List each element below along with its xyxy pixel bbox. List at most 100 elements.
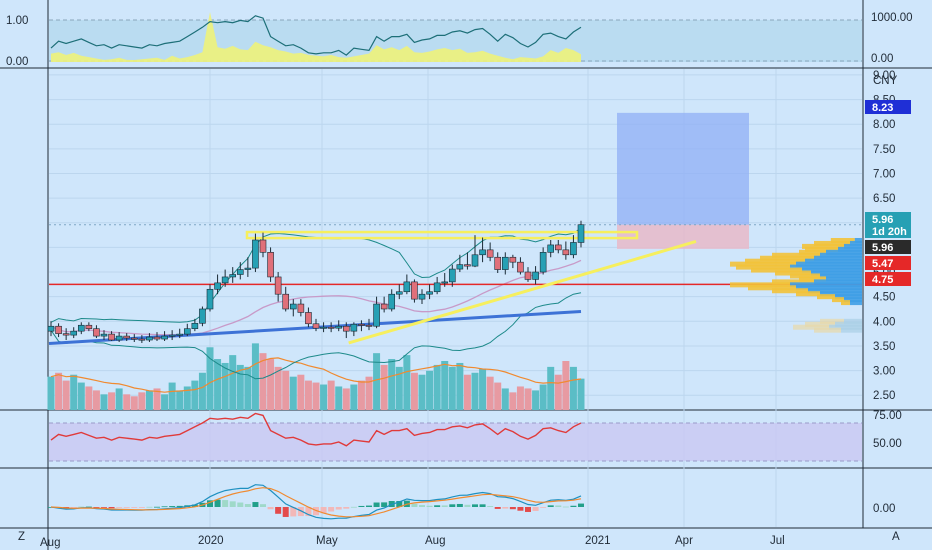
candle-body [532,271,539,280]
candle-body [350,323,358,332]
profile-bar-up [751,267,802,273]
top-right-tick-1000: 1000.00 [871,12,913,24]
volume-bar [441,361,449,410]
volume-bar [569,366,577,410]
candle-body [267,252,274,278]
macd-histogram-bar [441,505,448,507]
volume-bar [289,376,297,410]
candle-body [47,325,55,332]
macd-histogram-bar [472,504,478,507]
corner-label-left[interactable]: Z [18,531,25,543]
volume-bar [479,368,487,410]
profile-bar-up [772,252,820,258]
volume-bar [108,392,116,410]
volume-bar [448,366,456,410]
profile-bar-down [826,249,862,255]
volume-bar [236,364,244,410]
macd-histogram-bar [70,507,77,508]
candle-body [244,267,252,270]
candle-body [130,337,138,340]
volume-bar [327,380,335,410]
candle-body [282,293,290,310]
volume-bar [85,386,93,410]
candle-body [388,293,396,310]
macd-histogram-bar [578,503,584,507]
candle-body [289,303,297,310]
rsi-tick-50: 50.00 [873,438,902,450]
profile-bar-down [835,294,862,300]
rsi-tick-75: 75.00 [873,410,902,422]
price-tag-label: 5.47 [872,258,893,270]
volume-bar [532,390,540,410]
time-label-2020: 2020 [198,535,224,547]
price-tag-label: 5.96 [872,214,893,226]
price-tick-label: 9.00 [873,70,895,82]
candle-body [395,291,403,295]
volume-bar [47,376,55,410]
macd-histogram-bar [244,504,251,507]
macd-histogram-bar [562,506,569,508]
profile-bar-up [748,285,796,291]
volume-bar [214,359,222,410]
top-right-tick-0: 0.00 [871,53,893,65]
profile-bar-up [820,318,844,324]
volume-bar [524,388,532,410]
macd-histogram-bar [358,505,365,507]
volume-bar [433,364,441,410]
profile-bar-up [830,237,855,243]
volume-bar [244,366,252,410]
price-tag-box [865,256,911,270]
macd-histogram-bar [108,507,115,509]
volume-bar [100,394,108,410]
volume-bar [282,370,290,410]
candle-body [77,324,85,332]
profile-bar-up [832,297,844,303]
profile-bar-up [730,282,790,288]
volume-bar [138,392,146,410]
macd-histogram-bar [570,505,577,507]
candle-body [562,249,570,256]
profile-bar-up [805,246,838,252]
volume-bar [297,374,305,410]
volume-bar [562,361,570,410]
profile-bar-down [844,297,862,303]
volume-bar [577,378,585,410]
macd-histogram-bar [449,504,456,507]
macd-histogram-bar [434,505,441,507]
macd-histogram-bar [381,502,388,507]
volume-bar [388,359,396,410]
profile-bar-down [814,279,862,285]
macd-histogram-bar [229,501,236,507]
macd-histogram-bar [426,505,433,507]
volume-bar [70,374,78,410]
moving-average-line [50,259,582,336]
volume-bar [380,364,388,410]
corner-label-right[interactable]: A [892,531,900,543]
candle-body [199,308,206,324]
profile-bar-up [745,258,805,264]
profile-bar-up [817,294,835,300]
macd-histogram-bar [487,506,494,507]
macd-histogram-bar [494,507,501,509]
profile-bar-up [814,327,841,333]
candle-body [259,239,267,253]
candle-body [108,333,115,341]
candle-body [214,282,221,290]
candle-body [373,303,380,327]
macd-histogram-bar [290,507,297,517]
top-oscillator-line [50,15,582,56]
macd-histogram-bar [116,507,123,508]
volume-bar [373,353,381,410]
price-tag-label: 4.75 [872,274,893,286]
profile-bar-up [790,273,820,279]
candle-body [252,239,259,269]
macd-histogram-bar [237,502,244,507]
macd-histogram-bar [350,506,357,508]
time-label-may: May [316,535,338,547]
candlesticks [47,220,585,343]
top-left-tick-1: 1.00 [6,15,28,27]
top-yellow-area [51,12,581,62]
macd-histogram-bar [101,507,107,508]
